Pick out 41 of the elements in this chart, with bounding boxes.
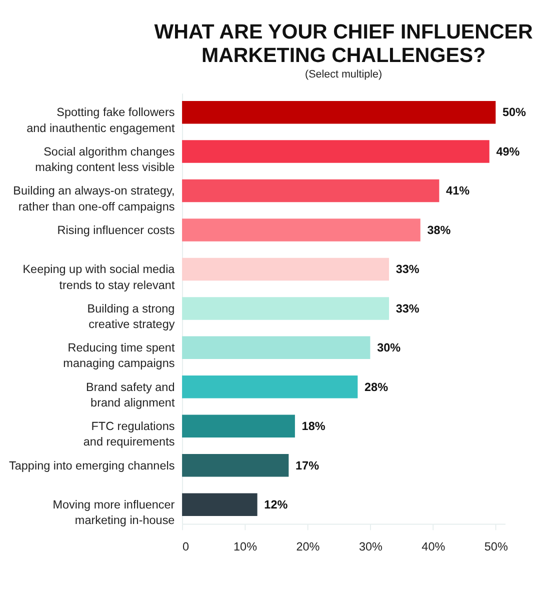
data-label: 30%: [377, 342, 402, 355]
bar: [182, 454, 289, 477]
bar: [182, 376, 358, 398]
data-label: 41%: [446, 184, 470, 198]
x-tick-label: 50%: [484, 540, 508, 554]
y-tick-label: Moving more influencer marketing in-house: [52, 498, 175, 528]
bar: [182, 258, 390, 281]
bar: [182, 414, 295, 438]
data-label: 18%: [302, 420, 326, 434]
data-label: 49%: [496, 145, 520, 158]
chart-subtitle: (Select multiple): [305, 68, 382, 80]
y-tick-label: Spotting fake followers and inauthentic engagement: [26, 106, 176, 135]
y-tick-label: Tapping into emerging channels: [9, 459, 175, 472]
x-tick-label: 0: [182, 540, 190, 554]
y-tick-label: Social algorithm changes making content less visible: [35, 145, 175, 174]
data-label: 17%: [296, 459, 320, 472]
y-tick-label: Keeping up with social media trends to stay relevant: [22, 263, 176, 292]
y-tick-label: Building a strong creative strategy: [87, 302, 175, 332]
data-label: 12%: [264, 498, 288, 512]
y-tick-label: FTC regulations and requirements: [83, 420, 175, 449]
y-tick-label: Rising influencer costs: [57, 224, 175, 237]
x-tick-label: 40%: [422, 540, 446, 554]
data-label: 38%: [427, 224, 452, 237]
bar: [182, 297, 390, 320]
bar: [182, 179, 440, 202]
data-label: 33%: [396, 302, 420, 316]
bar: [182, 140, 490, 163]
chart-title: WHAT ARE YOUR CHIEF INFLUENCER MARKETING CHALLENGES?: [154, 20, 534, 67]
y-tick-label: Brand safety and brand alignment: [86, 380, 176, 410]
bar: [182, 336, 370, 360]
data-label: 50%: [502, 106, 527, 120]
bar: [182, 100, 496, 124]
x-tick-label: 10%: [234, 540, 258, 554]
y-tick-label: Reducing time spent managing campaigns: [63, 342, 176, 370]
data-label: 33%: [396, 263, 420, 276]
bar: [182, 218, 420, 242]
data-label: 28%: [364, 380, 389, 394]
x-tick-label: 30%: [358, 540, 384, 554]
y-tick-label: Building an always-on strategy, rather than one-off campaigns: [13, 184, 175, 214]
x-tick-label: 20%: [296, 540, 320, 554]
bar: [182, 493, 258, 516]
